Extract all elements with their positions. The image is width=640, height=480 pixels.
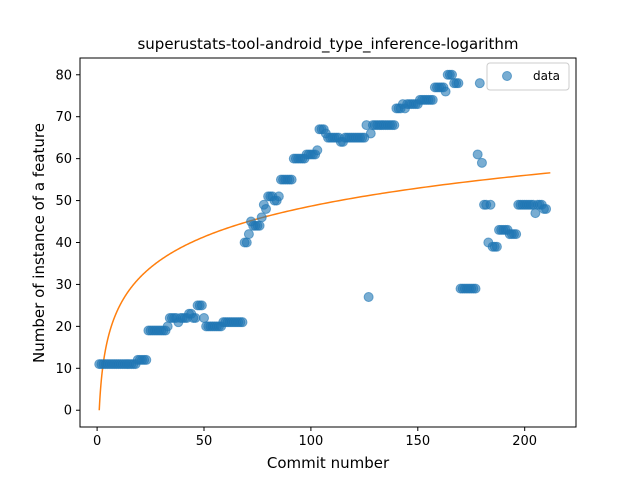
data-point xyxy=(162,321,173,332)
y-tick-label: 10 xyxy=(55,362,72,377)
y-tick-label: 70 xyxy=(55,110,72,125)
y-tick-label: 20 xyxy=(55,320,72,335)
data-point xyxy=(541,203,552,214)
x-tick-label: 200 xyxy=(512,434,537,449)
x-axis-ticks: 0 50 100 150 200 xyxy=(93,427,537,449)
data-point xyxy=(312,145,323,156)
x-tick-label: 50 xyxy=(196,434,213,449)
fit-line xyxy=(98,172,551,411)
y-axis-label: Number of instance of a feature xyxy=(30,123,48,363)
data-point xyxy=(470,283,481,294)
x-axis-label: Commit number xyxy=(267,454,390,472)
data-point xyxy=(261,203,271,214)
y-tick-label: 50 xyxy=(55,194,72,209)
data-point xyxy=(243,229,254,240)
y-tick-label: 80 xyxy=(55,68,72,83)
data-point xyxy=(476,157,487,168)
data-point xyxy=(254,220,265,231)
data-point xyxy=(237,317,248,328)
data-point xyxy=(389,120,400,131)
data-point xyxy=(491,241,502,252)
data-point xyxy=(447,69,457,80)
y-tick-label: 40 xyxy=(55,236,72,251)
x-tick-label: 100 xyxy=(298,434,323,449)
x-tick-label: 150 xyxy=(405,434,430,449)
y-tick-label: 60 xyxy=(55,152,72,167)
data-point xyxy=(199,312,209,323)
data-point xyxy=(440,86,451,97)
legend-box xyxy=(486,62,570,91)
data-point xyxy=(241,237,252,248)
data-point xyxy=(256,212,267,223)
data-point xyxy=(511,229,522,240)
data-point xyxy=(472,149,483,160)
data-point xyxy=(427,94,438,105)
data-point xyxy=(365,128,376,139)
data-point xyxy=(530,208,541,219)
data-point xyxy=(190,312,201,323)
legend: data xyxy=(486,62,570,91)
x-tick-label: 0 xyxy=(93,434,101,449)
data-point xyxy=(453,78,464,89)
data-point xyxy=(286,174,297,185)
legend-label-data: data xyxy=(533,69,560,83)
data-point xyxy=(141,354,152,365)
data-point xyxy=(485,199,496,210)
data-point xyxy=(474,78,485,89)
y-tick-label: 0 xyxy=(64,404,72,419)
series-layer xyxy=(94,69,552,411)
legend-marker-data xyxy=(502,71,512,81)
chart-title: superustats-tool-android_type_inference-… xyxy=(137,35,518,54)
data-point xyxy=(273,191,284,202)
data-point xyxy=(196,300,207,311)
data-point xyxy=(363,292,374,303)
plot-area: 0 50 100 150 200 0 10 20 30 40 50 60 70 80 xyxy=(55,57,577,449)
y-axis-ticks: 0 10 20 30 40 50 60 70 80 xyxy=(55,68,80,419)
y-tick-label: 30 xyxy=(55,278,72,293)
